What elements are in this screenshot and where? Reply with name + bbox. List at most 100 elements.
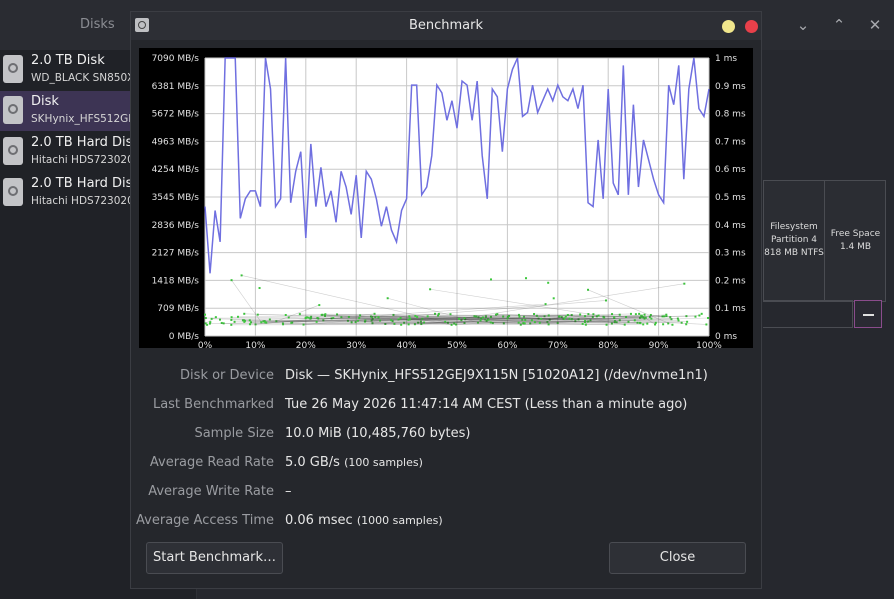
- access-time-point: [705, 323, 708, 326]
- free-space[interactable]: Free Space 1.4 MB: [826, 181, 885, 301]
- access-time-point: [305, 316, 308, 319]
- access-time-point: [307, 316, 310, 319]
- y-tick-label-right: 0 ms: [715, 332, 737, 342]
- access-time-link: [497, 313, 707, 325]
- access-time-point: [392, 313, 395, 316]
- access-time-point: [643, 313, 646, 316]
- access-time-point: [558, 315, 561, 318]
- access-time-link: [520, 322, 558, 326]
- access-time-link: [534, 316, 566, 323]
- access-time-point: [680, 321, 683, 324]
- access-time-point: [584, 323, 587, 326]
- disk-icon: [3, 178, 23, 206]
- access-time-point: [650, 317, 653, 320]
- access-time-link: [393, 314, 452, 326]
- access-time-point: [649, 313, 652, 316]
- y-tick-label-right: 0.3 ms: [715, 249, 746, 259]
- delete-partition-button[interactable]: [854, 300, 882, 328]
- access-time-point: [309, 317, 312, 320]
- access-time-link: [299, 313, 548, 323]
- access-time-point: [210, 317, 213, 320]
- access-time-point: [592, 313, 595, 316]
- y-tick-label-left: 7090 MB/s: [152, 54, 200, 64]
- access-time-point: [248, 319, 251, 322]
- access-time-point: [482, 316, 485, 319]
- chevron-down-icon[interactable]: ⌄: [796, 16, 810, 34]
- access-time-link: [364, 319, 392, 322]
- access-time-point: [233, 320, 236, 323]
- field-value: Tue 26 May 2026 11:47:14 AM CEST (Less t…: [285, 397, 687, 412]
- access-time-point: [524, 319, 527, 322]
- access-time-point: [318, 304, 321, 307]
- access-time-link: [205, 317, 579, 320]
- benchmark-chart: 7090 MB/s 6381 MB/s 5672 MB/s 4963 MB/s 4254…: [152, 54, 746, 351]
- access-time-point: [214, 316, 217, 319]
- access-time-point: [643, 317, 646, 320]
- sidebar-item-disk-3[interactable]: 2.0 TB Hard Disk Hitachi HDS723020: [0, 132, 196, 172]
- access-time-point: [222, 322, 225, 325]
- access-time-point: [642, 323, 645, 326]
- access-time-point: [517, 321, 520, 324]
- x-tick-label: 90%: [649, 341, 669, 348]
- y-tick-label-right: 0.2 ms: [715, 276, 746, 286]
- value-text: 10.0 MiB (10,485,760 bytes): [285, 426, 471, 441]
- access-time-point: [583, 315, 586, 318]
- access-time-link: [372, 321, 421, 324]
- access-time-point: [320, 313, 323, 316]
- access-time-point: [458, 317, 461, 320]
- access-time-point: [463, 317, 466, 320]
- sidebar-item-disk-4[interactable]: 2.0 TB Hard Disk Hitachi HDS723020: [0, 173, 196, 213]
- field-value: 0.06 msec (1000 samples): [285, 513, 443, 528]
- access-time-point: [522, 315, 525, 318]
- access-time-point: [638, 316, 641, 319]
- sidebar-item-disk-1[interactable]: 2.0 TB Disk WD_BLACK SN850X: [0, 50, 196, 90]
- access-time-point: [477, 316, 480, 319]
- value-extra: (100 samples): [344, 456, 423, 469]
- access-time-point: [316, 316, 319, 319]
- access-time-point: [324, 315, 327, 318]
- access-time-link: [291, 313, 375, 324]
- access-time-point: [665, 313, 668, 316]
- access-time-point: [364, 319, 367, 322]
- start-benchmark-button[interactable]: Start Benchmark…: [146, 542, 283, 574]
- access-time-point: [248, 323, 251, 326]
- access-time-point: [648, 316, 651, 319]
- access-time-point: [642, 316, 645, 319]
- x-tick-label: 40%: [397, 341, 417, 348]
- close-window-button[interactable]: [745, 20, 758, 33]
- minimize-button[interactable]: [722, 20, 735, 33]
- access-time-point: [346, 319, 349, 322]
- access-time-point: [290, 321, 293, 324]
- field-value: 10.0 MiB (10,485,760 bytes): [285, 426, 470, 441]
- access-time-link: [205, 316, 217, 324]
- access-time-point: [206, 323, 209, 326]
- x-tick-label: 20%: [296, 341, 316, 348]
- access-time-point: [408, 315, 411, 318]
- close-button[interactable]: Close: [609, 542, 746, 574]
- partition-4[interactable]: Filesystem Partition 4 818 MB NTFS: [764, 181, 825, 301]
- access-time-link: [348, 316, 641, 324]
- partition-size: 818 MB NTFS: [764, 248, 824, 258]
- access-time-point: [204, 322, 207, 325]
- disk-app-icon: [135, 18, 149, 32]
- access-time-point: [677, 319, 680, 322]
- access-time-point: [477, 321, 480, 324]
- access-time-point: [661, 315, 664, 318]
- access-time-point: [386, 297, 389, 300]
- access-time-point: [243, 312, 246, 315]
- access-time-point: [595, 315, 598, 318]
- access-time-point: [490, 278, 493, 281]
- chevron-up-icon[interactable]: ⌃: [832, 16, 846, 34]
- access-time-point: [552, 297, 555, 300]
- y-tick-label-right: 0.8 ms: [715, 110, 746, 120]
- access-time-link: [266, 321, 629, 323]
- close-icon[interactable]: ✕: [868, 16, 882, 34]
- access-time-point: [700, 312, 703, 315]
- access-time-point: [581, 322, 584, 325]
- disk-model: Hitachi HDS723020: [31, 154, 134, 166]
- access-time-point: [663, 315, 666, 318]
- access-time-point: [546, 320, 549, 323]
- access-time-point: [464, 318, 467, 321]
- access-time-link: [282, 322, 638, 324]
- access-time-point: [535, 314, 538, 317]
